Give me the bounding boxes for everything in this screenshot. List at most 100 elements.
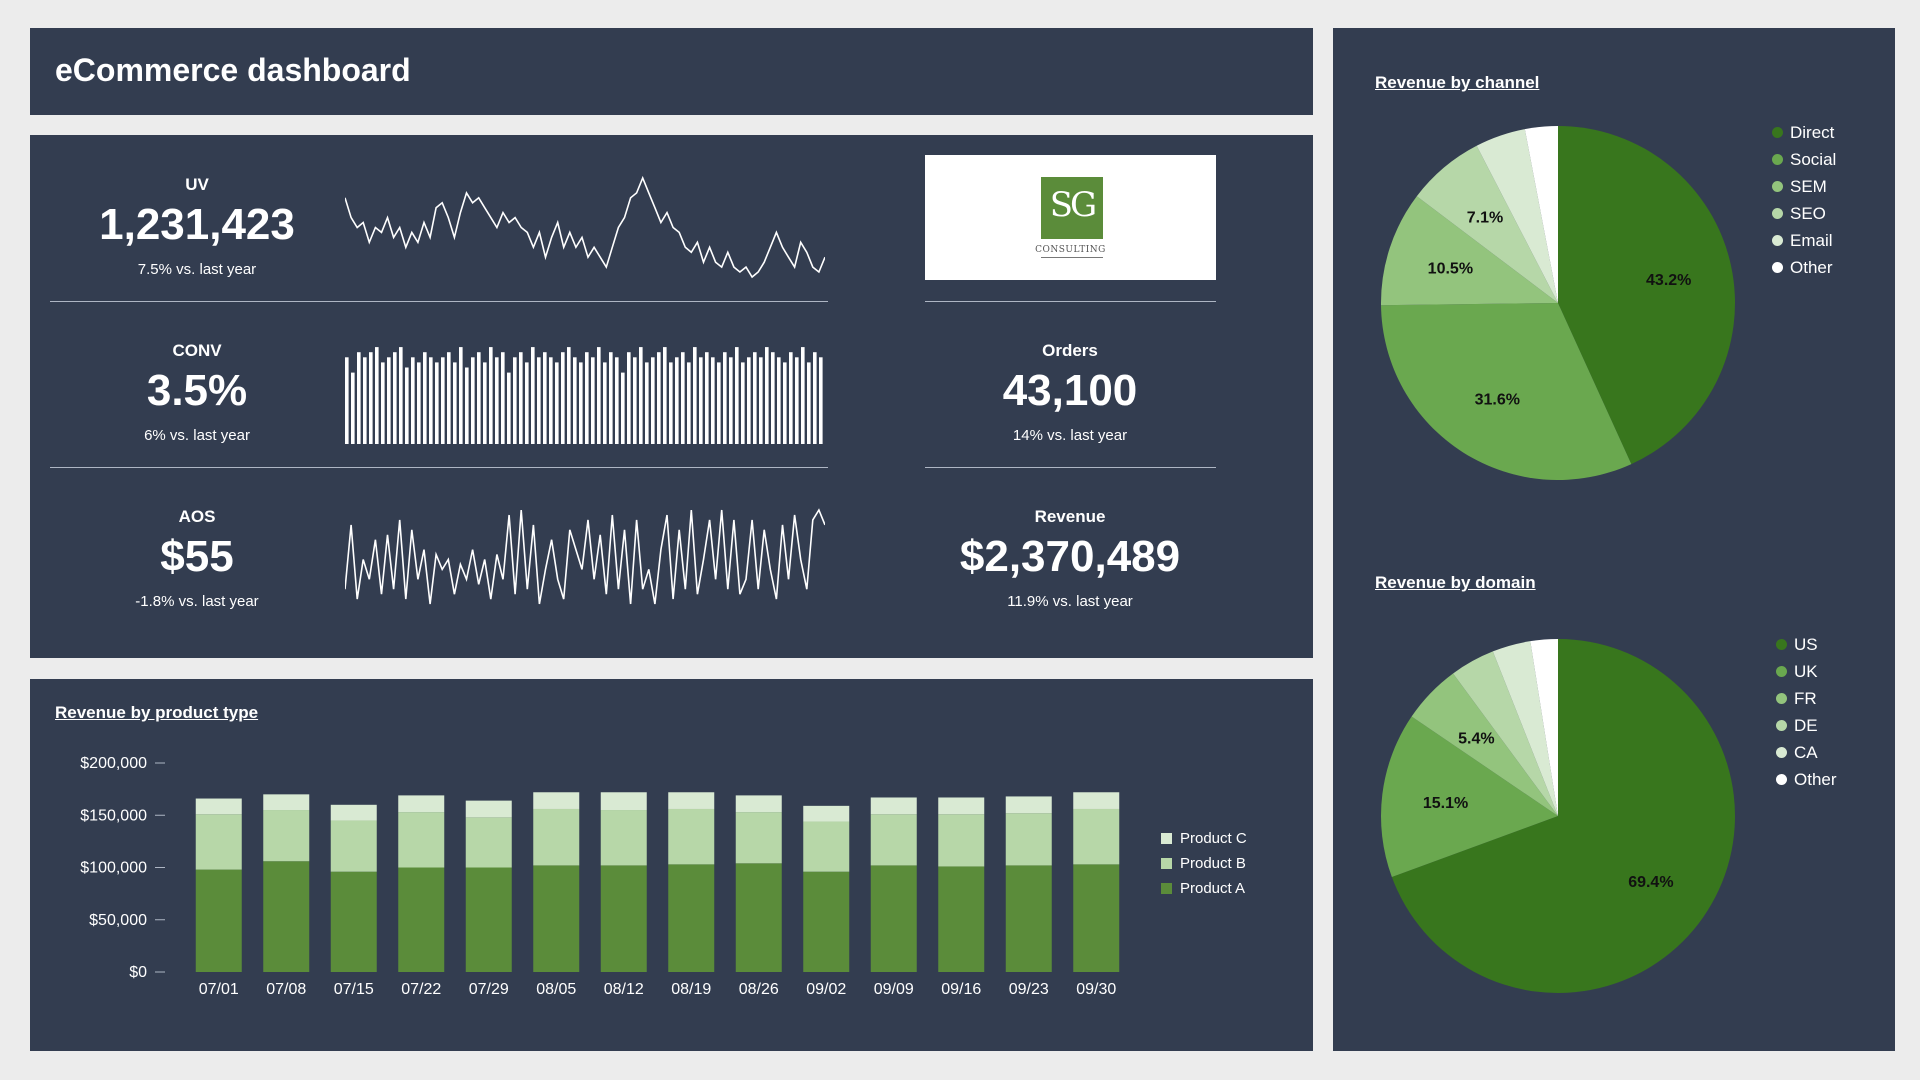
conv-spark-bar xyxy=(579,362,583,444)
legend-dot xyxy=(1772,235,1783,247)
legend-label: Social xyxy=(1790,150,1837,169)
pie-panel: Revenue by channel 43.2% 31.6% 10.5% 7.1% D… xyxy=(1333,28,1895,1051)
conv-spark-bar xyxy=(621,372,625,444)
conv-spark-bar xyxy=(699,357,703,444)
kpi-aos: AOS $55 -1.8% vs. last year xyxy=(77,507,317,610)
legend-dot xyxy=(1772,262,1783,274)
conv-spark-bar xyxy=(669,362,673,444)
divider xyxy=(50,467,828,468)
conv-spark-bar xyxy=(807,362,811,444)
channel-revenue-title: Revenue by channel xyxy=(1375,73,1540,92)
pie-slice-direct xyxy=(1558,126,1735,465)
conv-spark-bar xyxy=(525,362,529,444)
kpi-conv-value: 3.5% xyxy=(146,366,248,415)
conv-spark-bar xyxy=(597,347,601,444)
conv-spark-bar xyxy=(561,352,565,444)
y-tick-label: $150,000 xyxy=(80,807,147,824)
conv-spark-bar xyxy=(735,347,739,444)
uv-sparkline xyxy=(345,175,825,279)
legend-item-product-a: Product A xyxy=(1161,880,1245,897)
legend-item-social: Social xyxy=(1772,150,1836,170)
legend-label: Product A xyxy=(1180,880,1246,897)
conv-spark-bar xyxy=(549,357,553,444)
legend-label: DE xyxy=(1794,716,1818,735)
conv-spark-bar xyxy=(609,352,613,444)
conv-spark-bar xyxy=(513,357,517,444)
pie-data-label: 69.4% xyxy=(1628,874,1673,891)
conv-spark-bar xyxy=(657,352,661,444)
conv-spark-bar xyxy=(501,352,505,444)
legend-item-fr: FR xyxy=(1776,689,1817,709)
bar-product-c xyxy=(465,800,512,818)
conv-spark-bar xyxy=(519,352,523,444)
conv-spark-bar xyxy=(663,347,667,444)
legend-label: CA xyxy=(1794,743,1818,762)
conv-spark-bar xyxy=(411,357,415,444)
legend-label: Other xyxy=(1790,258,1833,277)
conv-spark-bar xyxy=(801,347,805,444)
conv-spark-bar xyxy=(459,347,463,444)
logo-caption: CONSULTING xyxy=(1035,245,1106,255)
divider xyxy=(50,301,828,302)
conv-spark-bar xyxy=(627,352,631,444)
bar-product-c xyxy=(330,804,377,821)
legend-label: FR xyxy=(1794,689,1817,708)
kpi-aos-value: $55 xyxy=(160,532,234,581)
pie-data-label: 5.4% xyxy=(1458,730,1494,747)
conv-spark-bar xyxy=(765,347,769,444)
conv-spark-bar xyxy=(471,357,475,444)
bar-product-b xyxy=(195,814,242,870)
bar-product-b xyxy=(465,817,512,868)
conv-spark-bar xyxy=(447,352,451,444)
bar-product-c xyxy=(600,792,647,811)
y-tick-label: $200,000 xyxy=(80,755,147,772)
bar-product-a xyxy=(533,865,580,972)
kpi-uv-change: 7.5% vs. last year xyxy=(137,261,257,278)
bar-product-b xyxy=(533,808,580,866)
legend-item-sem: SEM xyxy=(1772,177,1827,197)
legend-item-other: Other xyxy=(1776,770,1837,790)
conv-spark-bar xyxy=(783,362,787,444)
conv-spark-bar xyxy=(585,352,589,444)
conv-spark-bar xyxy=(435,362,439,444)
pie-slice-fr xyxy=(1411,673,1558,816)
bar-product-b xyxy=(938,814,985,867)
conv-spark-bar xyxy=(417,362,421,444)
x-tick-label: 08/26 xyxy=(739,981,779,998)
bar-product-a xyxy=(1005,865,1052,972)
bar-product-b xyxy=(1073,808,1120,865)
bar-product-a xyxy=(870,865,917,972)
bar-product-c xyxy=(263,794,310,811)
legend-item-direct: Direct xyxy=(1772,123,1834,143)
conv-spark-bar xyxy=(543,352,547,444)
conv-spark-bar xyxy=(423,352,427,444)
legend-dot xyxy=(1772,127,1783,139)
kpi-revenue-change: 11.9% vs. last year xyxy=(1007,593,1133,610)
conv-spark-bar xyxy=(723,352,727,444)
legend-swatch xyxy=(1161,882,1172,894)
divider xyxy=(925,301,1216,302)
aos-trend-line xyxy=(345,508,825,605)
x-tick-label: 07/01 xyxy=(199,981,239,998)
pie-data-label: 43.2% xyxy=(1646,272,1691,289)
title-panel: eCommerce dashboard xyxy=(30,28,1313,115)
conv-spark-bar xyxy=(615,357,619,444)
conv-spark-bar xyxy=(777,357,781,444)
legend-dot xyxy=(1776,693,1787,705)
legend-dot xyxy=(1776,639,1787,651)
legend-swatch xyxy=(1161,832,1172,844)
legend-label: Direct xyxy=(1790,123,1835,142)
x-tick-label: 07/29 xyxy=(469,981,509,998)
conv-spark-bar xyxy=(453,362,457,444)
domain-revenue-pie: 69.4% 15.1% 5.4% xyxy=(1380,639,1735,993)
divider xyxy=(925,467,1216,468)
bar-product-a xyxy=(803,871,850,972)
bar-product-c xyxy=(870,797,917,815)
pie-slice-email xyxy=(1476,129,1558,303)
kpi-conv-change: 6% vs. last year xyxy=(144,427,250,444)
conv-spark-bar xyxy=(381,362,385,444)
bar-product-a xyxy=(465,867,512,972)
pie-slice-social xyxy=(1381,303,1632,481)
conv-spark-bar xyxy=(813,352,817,444)
conv-spark-bar xyxy=(759,357,763,444)
